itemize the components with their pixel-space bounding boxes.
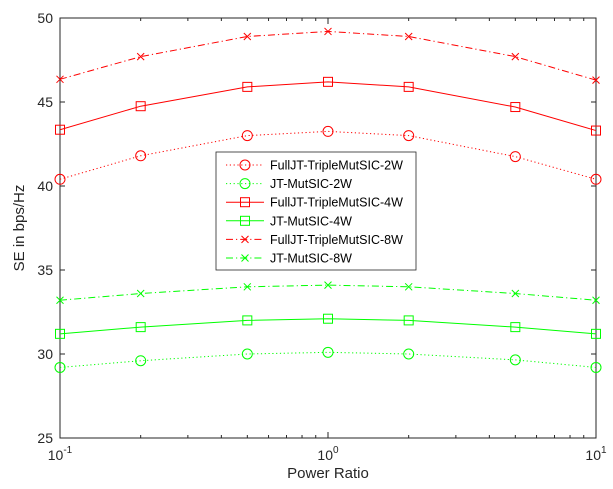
- data-point: [403, 348, 415, 360]
- legend-label: FullJT-TripleMutSIC-8W: [270, 233, 403, 247]
- data-point: [592, 76, 600, 85]
- legend-item: FullJT-TripleMutSIC-8W: [226, 233, 403, 247]
- series-2: [54, 346, 602, 373]
- data-point: [403, 130, 415, 142]
- y-axis-label: SE in bps/Hz: [11, 185, 28, 272]
- data-point: [324, 281, 332, 289]
- x-tick-label: 101: [585, 445, 607, 463]
- data-point: [136, 52, 145, 61]
- legend-item: FullJT-TripleMutSIC-4W: [226, 196, 403, 210]
- data-point: [403, 81, 414, 92]
- x-tick-label: 100: [317, 445, 339, 463]
- data-point: [241, 348, 253, 360]
- data-point: [591, 328, 601, 339]
- series-6: [56, 281, 600, 305]
- x-tick-label: 10-1: [48, 445, 73, 463]
- series-5: [56, 27, 600, 85]
- data-point: [590, 173, 602, 185]
- legend-item: JT-MutSIC-8W: [226, 252, 352, 266]
- y-tick-label: 45: [37, 94, 53, 110]
- legend-marker: [240, 215, 250, 226]
- series-layer: [54, 27, 602, 373]
- y-tick-label: 30: [37, 346, 53, 362]
- data-point: [243, 32, 252, 41]
- data-point: [243, 282, 252, 291]
- data-point: [590, 361, 602, 373]
- data-point: [511, 52, 520, 61]
- data-point: [511, 289, 520, 298]
- data-point: [323, 313, 333, 324]
- series-line: [59, 351, 597, 368]
- data-point: [403, 315, 414, 326]
- data-point: [509, 151, 521, 163]
- legend-label: JT-MutSIC-2W: [270, 177, 352, 191]
- y-tick-label: 35: [37, 262, 53, 278]
- data-point: [323, 76, 333, 87]
- legend-marker: [239, 178, 251, 190]
- series-1: [54, 125, 602, 185]
- data-point: [54, 361, 66, 373]
- data-point: [135, 355, 147, 367]
- axis-ticks: 25 30 35 40 45 50 10-1 100 101: [37, 10, 607, 463]
- data-point: [404, 282, 413, 291]
- legend-item: FullJT-TripleMutSIC-2W: [226, 159, 403, 173]
- data-point: [56, 75, 64, 84]
- legend-marker: [239, 159, 251, 171]
- legend: FullJT-TripleMutSIC-2W JT-MutSIC-2W FullJT…: [215, 151, 417, 271]
- data-point: [322, 125, 334, 137]
- data-point: [324, 27, 332, 36]
- legend-label: FullJT-TripleMutSIC-4W: [270, 196, 403, 210]
- legend-label: JT-MutSIC-8W: [270, 252, 352, 266]
- data-point: [510, 322, 521, 333]
- data-point: [55, 124, 65, 135]
- legend-marker: [241, 254, 249, 262]
- series-3: [55, 76, 601, 136]
- series-line: [59, 318, 597, 335]
- data-point: [241, 130, 253, 142]
- data-point: [136, 289, 145, 298]
- data-point: [510, 102, 521, 113]
- y-tick-label: 50: [37, 10, 53, 26]
- data-point: [242, 315, 253, 326]
- legend-marker: [240, 197, 250, 208]
- data-point: [55, 328, 65, 339]
- data-point: [135, 101, 146, 112]
- data-point: [56, 296, 64, 305]
- series-4: [55, 313, 601, 339]
- legend-item: JT-MutSIC-2W: [226, 177, 352, 191]
- series-line: [59, 81, 597, 132]
- data-point: [135, 150, 147, 162]
- legend-label: JT-MutSIC-4W: [270, 214, 352, 228]
- legend-marker: [241, 235, 249, 244]
- y-tick-label: 25: [37, 430, 53, 446]
- legend-item: JT-MutSIC-4W: [226, 214, 352, 228]
- data-point: [242, 81, 253, 92]
- data-point: [404, 32, 413, 41]
- data-point: [591, 125, 601, 136]
- data-point: [322, 346, 334, 358]
- data-point: [54, 173, 66, 185]
- legend-label: FullJT-TripleMutSIC-2W: [270, 159, 403, 173]
- series-line: [59, 130, 597, 180]
- data-point: [135, 322, 146, 333]
- y-tick-label: 40: [37, 178, 53, 194]
- data-point: [592, 296, 600, 305]
- data-point: [509, 354, 521, 366]
- legend-box: [215, 151, 417, 271]
- x-axis-label: Power Ratio: [287, 465, 369, 482]
